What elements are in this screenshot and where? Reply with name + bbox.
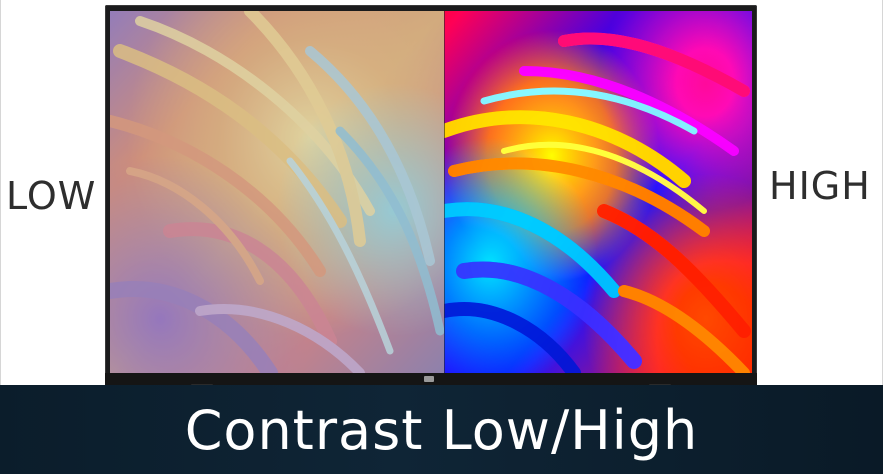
high-contrast-image: [444, 11, 752, 373]
low-contrast-image: [110, 11, 444, 373]
low-label: LOW: [6, 174, 97, 218]
tv-bottom-bezel: [105, 373, 757, 385]
comparison-area: LOW HIGH: [0, 0, 883, 388]
caption-banner: Contrast Low/High: [0, 385, 883, 474]
banner-title: Contrast Low/High: [184, 398, 699, 462]
high-label: HIGH: [769, 164, 871, 208]
mi-logo-icon: [424, 376, 434, 382]
split-divider: [444, 11, 445, 373]
television: [105, 5, 757, 388]
tv-screen: [110, 11, 752, 373]
